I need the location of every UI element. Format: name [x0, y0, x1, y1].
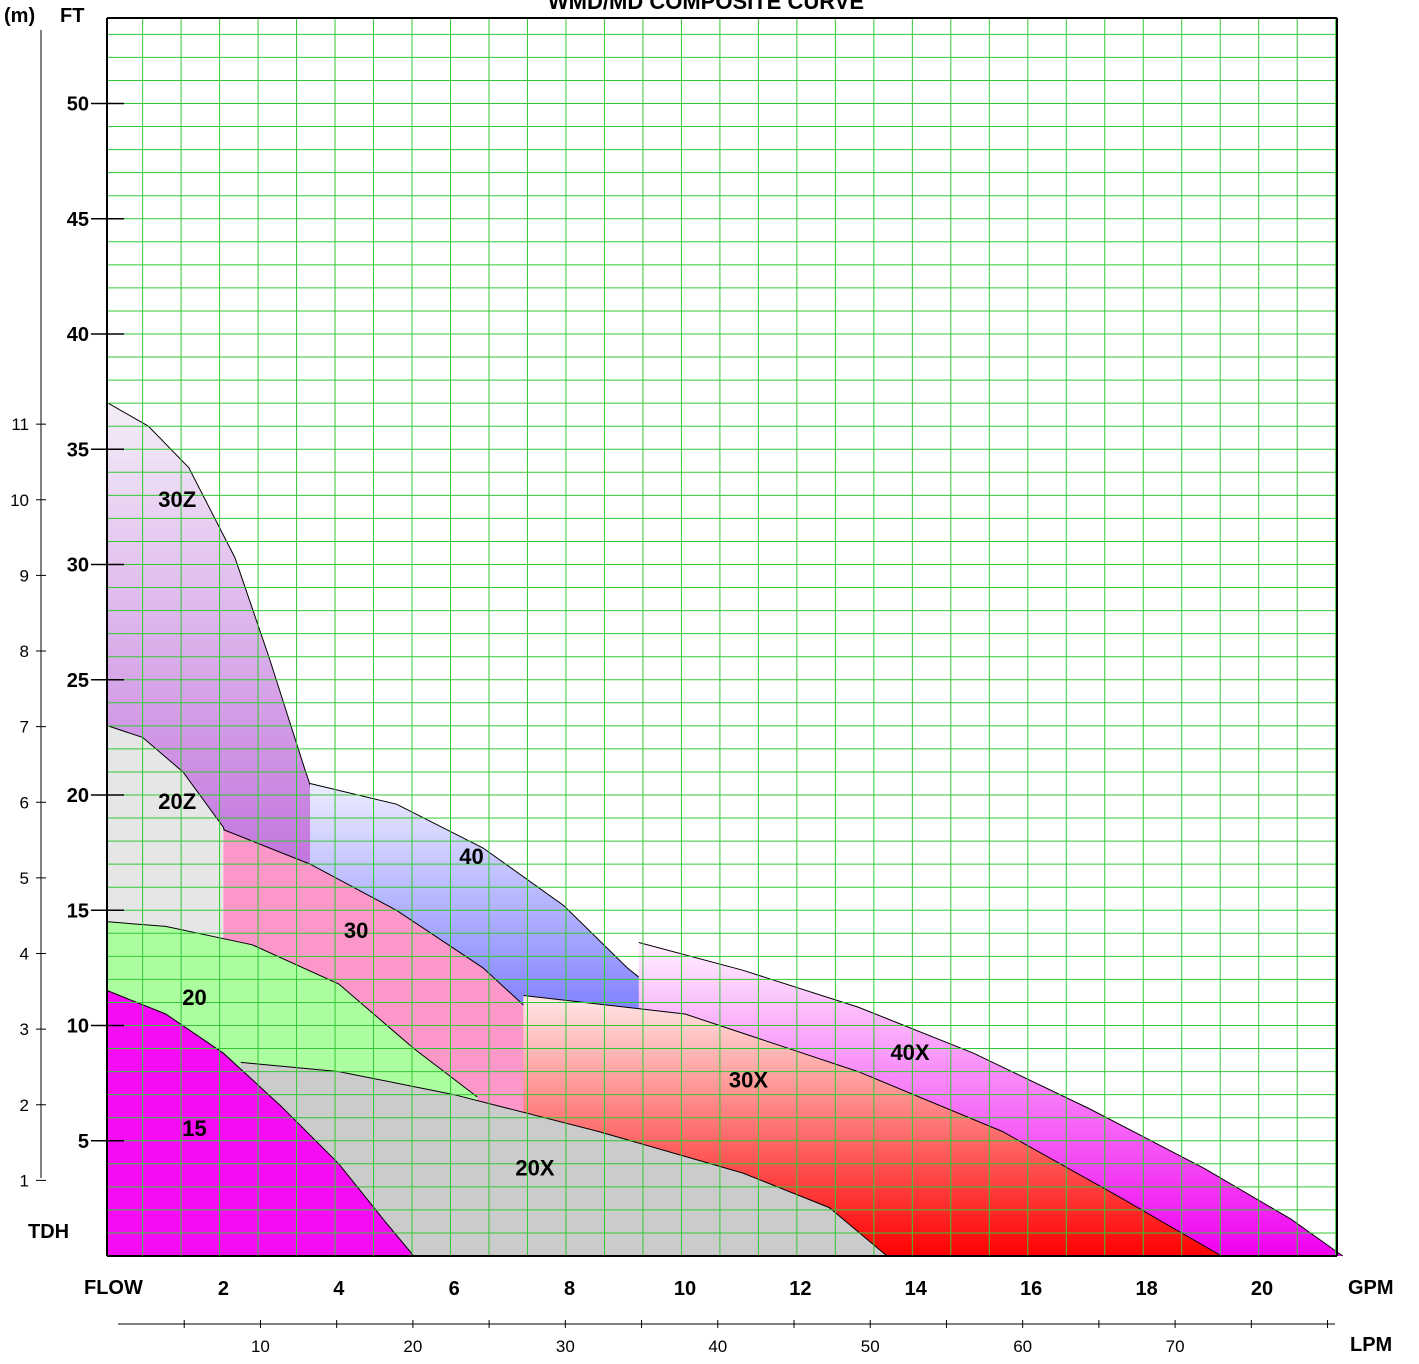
x-tick-label-gpm: 4: [333, 1278, 345, 1300]
series-label-40: 40: [459, 844, 483, 869]
x-axis-unit-gpm: GPM: [1348, 1277, 1394, 1299]
area-15: [108, 990, 414, 1256]
y-axis-name: TDH: [28, 1221, 69, 1243]
curve-40x: [638, 942, 1344, 1257]
y-tick-label-ft: 40: [67, 324, 89, 346]
y-tick-label-ft: 30: [67, 555, 89, 577]
curve-20: [107, 921, 478, 1098]
x-tick-label-gpm: 16: [1020, 1278, 1042, 1300]
y-tick-label-ft: 20: [67, 785, 89, 807]
x-tick-label-gpm: 10: [674, 1278, 696, 1300]
y-tick-label-m: 5: [20, 869, 29, 888]
x-tick-label-lpm: 50: [861, 1337, 880, 1356]
chart-title: WMD/MD COMPOSITE CURVE: [548, 0, 864, 14]
y-axis-unit-ft: FT: [60, 5, 84, 27]
curve-30x: [523, 995, 1222, 1257]
x-tick-label-gpm: 6: [449, 1278, 460, 1300]
curve-15: [107, 990, 415, 1257]
series-label-15: 15: [182, 1116, 206, 1141]
x-tick-label-lpm: 60: [1013, 1337, 1032, 1356]
x-axis-name: FLOW: [84, 1277, 143, 1299]
x-tick-label-gpm: 18: [1135, 1278, 1157, 1300]
x-tick-label-gpm: 14: [905, 1278, 928, 1300]
y-tick-label-ft: 35: [67, 439, 89, 461]
y-axis-unit-m: (m): [4, 5, 35, 27]
y-tick-label-ft: 45: [67, 209, 89, 231]
x-axis-unit-lpm: LPM: [1350, 1334, 1392, 1356]
x-tick-label-gpm: 8: [564, 1278, 575, 1300]
y-tick-label-m: 11: [11, 415, 29, 434]
y-tick-label-m: 10: [10, 491, 29, 510]
x-tick-label-lpm: 10: [251, 1337, 270, 1356]
x-tick-label-lpm: 20: [403, 1337, 422, 1356]
y-tick-label-m: 9: [20, 566, 29, 585]
y-tick-label-m: 1: [20, 1171, 29, 1190]
y-tick-label-m: 6: [20, 793, 29, 812]
series-label-30x: 30X: [729, 1068, 768, 1093]
y-tick-label-ft: 5: [78, 1131, 89, 1153]
x-tick-label-gpm: 20: [1251, 1278, 1273, 1300]
y-tick-label-ft: 10: [67, 1016, 89, 1038]
series-label-20: 20: [182, 985, 206, 1010]
y-tick-label-m: 7: [20, 718, 29, 737]
y-tick-label-ft: 50: [67, 94, 89, 116]
curve-40: [309, 783, 686, 1015]
x-tick-label-lpm: 30: [556, 1337, 575, 1356]
x-tick-label-lpm: 70: [1166, 1337, 1185, 1356]
y-tick-label-m: 3: [20, 1020, 29, 1039]
area-20x: [240, 1062, 887, 1256]
series-label-30z: 30Z: [158, 487, 196, 512]
y-tick-label-m: 2: [20, 1096, 29, 1115]
y-tick-label-m: 8: [20, 642, 29, 661]
y-tick-label-m: 4: [20, 945, 29, 964]
x-tick-label-gpm: 12: [789, 1278, 811, 1300]
y-tick-label-ft: 15: [67, 900, 89, 922]
series-label-20x: 20X: [515, 1155, 554, 1180]
series-label-30: 30: [344, 918, 368, 943]
y-tick-label-ft: 25: [67, 670, 89, 692]
series-label-20z: 20Z: [158, 789, 196, 814]
series-label-40x: 40X: [890, 1040, 929, 1065]
x-tick-label-lpm: 40: [708, 1337, 727, 1356]
x-tick-label-gpm: 2: [218, 1278, 229, 1300]
